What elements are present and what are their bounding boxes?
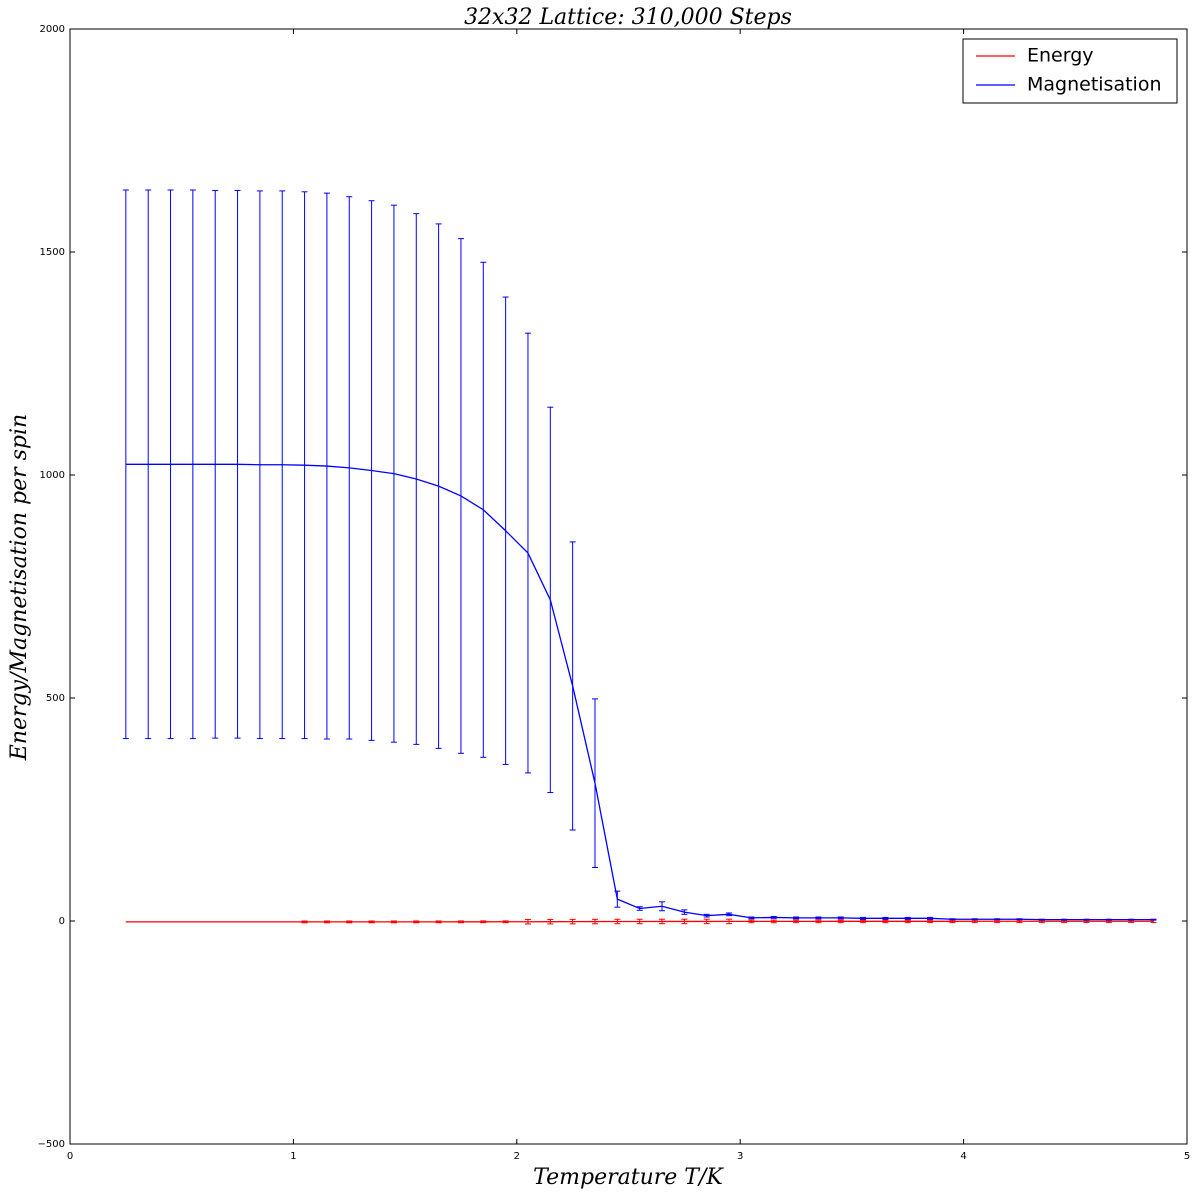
x-tick-label: 2: [514, 1151, 520, 1162]
x-tick-label: 1: [290, 1151, 296, 1162]
chart-title: 32x32 Lattice: 310,000 Steps: [464, 5, 792, 30]
y-tick-label: 0: [59, 916, 65, 927]
x-tick-label: 3: [737, 1151, 743, 1162]
legend-box: [962, 38, 1178, 104]
y-tick-label: 1500: [40, 247, 65, 258]
x-tick-label: 4: [960, 1151, 966, 1162]
x-axis-label: Temperature T/K: [533, 1165, 724, 1190]
series-line: [125, 463, 1154, 921]
legend-label: Energy: [1027, 45, 1094, 67]
y-tick-label: 2000: [40, 24, 65, 35]
x-tick-label: 5: [1184, 1151, 1190, 1162]
plot-frame: [69, 28, 1188, 1145]
y-tick-label: −500: [38, 1139, 65, 1150]
y-axis-label: Energy/Magnetisation per spin: [7, 414, 32, 761]
y-tick-label: 500: [46, 693, 65, 704]
legend-label: Magnetisation: [1027, 74, 1162, 96]
series-line: [125, 920, 1154, 923]
x-tick-label: 0: [67, 1151, 73, 1162]
y-tick-label: 1000: [40, 470, 65, 481]
